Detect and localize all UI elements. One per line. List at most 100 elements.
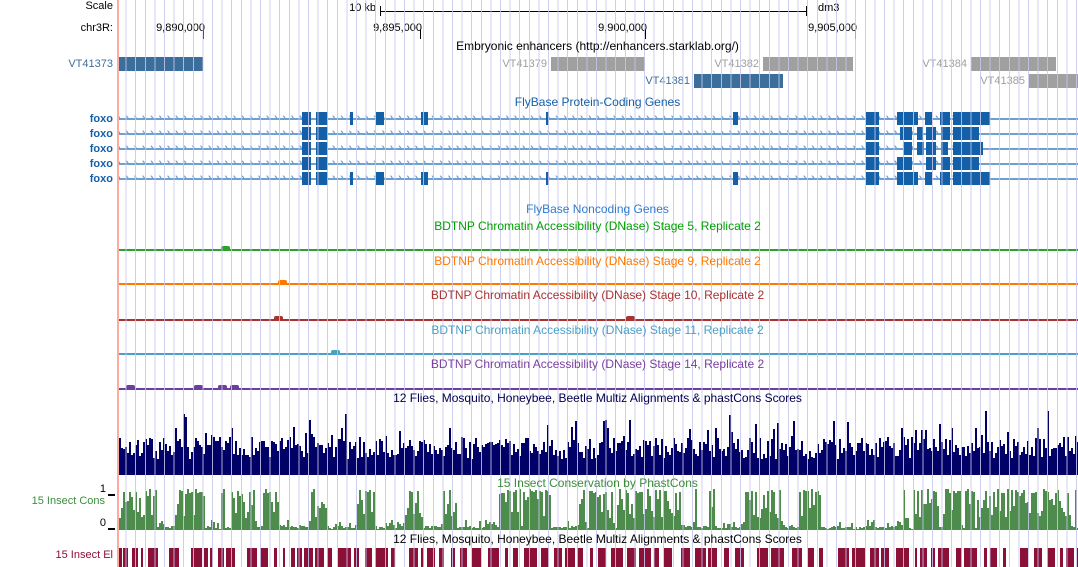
bdtnp-signal-peak	[230, 385, 239, 388]
gene-exon[interactable]	[926, 142, 936, 155]
track-title-flybase-noncoding: FlyBase Noncoding Genes	[526, 202, 669, 216]
chromosome-label: chr3R:	[80, 22, 113, 34]
gene-exon[interactable]	[350, 112, 353, 125]
gene-exon[interactable]	[940, 112, 950, 125]
gene-exon[interactable]	[925, 112, 932, 125]
gene-exon[interactable]	[917, 127, 923, 140]
coordinate-label: 9,895,000	[373, 22, 422, 34]
gene-exon[interactable]	[953, 142, 983, 155]
gene-exon[interactable]	[866, 127, 879, 140]
insect-elements-track-left-label[interactable]: 15 Insect El	[55, 549, 113, 561]
bdtnp-signal-peak	[274, 316, 283, 319]
phastcons-track-left-label[interactable]: 15 Insect Cons	[31, 495, 105, 507]
gene-exon[interactable]	[941, 157, 950, 170]
gene-exon[interactable]	[953, 172, 990, 185]
enhancer-VT41384[interactable]	[971, 57, 1056, 71]
phastcons-axis-min-label: 0	[99, 517, 106, 529]
gene-exon[interactable]	[897, 157, 912, 170]
gene-exon[interactable]	[917, 142, 924, 155]
gene-exon[interactable]	[903, 142, 912, 155]
scale-bar	[380, 11, 806, 12]
gene-exon[interactable]	[733, 112, 738, 125]
bdtnp-signal-line-4[interactable]	[117, 388, 1078, 390]
gene-exon[interactable]	[546, 112, 549, 125]
enhancer-label-VT41379[interactable]: VT41379	[502, 58, 547, 70]
gene-exon[interactable]	[953, 112, 990, 125]
bdtnp-signal-peak	[626, 316, 635, 319]
gene-label-foxo[interactable]: foxo	[89, 128, 113, 140]
track-title-bdtnp-stage5: BDTNP Chromatin Accessibility (DNase) St…	[434, 219, 761, 233]
track-title-bdtnp-stage10: BDTNP Chromatin Accessibility (DNase) St…	[430, 288, 765, 302]
enhancer-VT41381[interactable]	[694, 74, 783, 88]
bdtnp-signal-peak	[331, 350, 340, 353]
bdtnp-signal-line-0[interactable]	[117, 249, 1078, 251]
gene-exon[interactable]	[926, 127, 936, 140]
bdtnp-signal-peak	[278, 280, 287, 283]
enhancer-label-VT41373[interactable]: VT41373	[68, 58, 113, 70]
bdtnp-signal-line-1[interactable]	[117, 283, 1078, 285]
track-title-bdtnp-stage9: BDTNP Chromatin Accessibility (DNase) St…	[434, 254, 761, 268]
enhancer-label-VT41381[interactable]: VT41381	[645, 75, 690, 87]
coordinate-tick	[855, 30, 856, 39]
gene-strand-arrow-icons: ››››››››››››››››››››››››››››››››››››››››…	[117, 113, 1078, 125]
gene-exon[interactable]	[302, 157, 311, 170]
gene-exon[interactable]	[302, 172, 311, 185]
coordinate-tick	[203, 30, 204, 39]
gene-exon[interactable]	[926, 157, 936, 170]
gene-strand-arrow-icons: ››››››››››››››››››››››››››››››››››››››››…	[117, 173, 1078, 185]
phastcons-axis-max-tick	[108, 494, 115, 496]
gene-exon[interactable]	[866, 112, 879, 125]
gene-exon[interactable]	[316, 127, 328, 140]
gene-exon[interactable]	[925, 172, 932, 185]
gene-exon[interactable]	[953, 157, 979, 170]
gene-exon[interactable]	[316, 172, 328, 185]
track-title-bdtnp-stage11: BDTNP Chromatin Accessibility (DNase) St…	[431, 323, 764, 337]
phastcons-axis-min-tick	[108, 528, 115, 530]
gene-label-foxo[interactable]: foxo	[89, 173, 113, 185]
gene-exon[interactable]	[546, 172, 549, 185]
track-title-phastcons-elements: 12 Flies, Mosquito, Honeybee, Beetle Mul…	[393, 532, 802, 546]
gene-exon[interactable]	[866, 142, 879, 155]
enhancer-label-VT41382[interactable]: VT41382	[714, 58, 759, 70]
scale-bar-left-tick	[380, 6, 381, 16]
gene-label-foxo[interactable]: foxo	[89, 143, 113, 155]
gene-exon[interactable]	[941, 127, 950, 140]
gene-exon[interactable]	[941, 142, 948, 155]
gene-exon[interactable]	[302, 112, 311, 125]
gene-exon[interactable]	[316, 142, 328, 155]
enhancer-label-VT41384[interactable]: VT41384	[922, 58, 967, 70]
gene-exon[interactable]	[733, 172, 738, 185]
gene-exon[interactable]	[316, 157, 328, 170]
phastcons-axis-max-label: 1	[99, 483, 106, 495]
coordinate-tick	[645, 30, 646, 39]
coordinate-label: 9,900,000	[598, 22, 647, 34]
gene-exon[interactable]	[940, 172, 950, 185]
enhancer-VT41373[interactable]	[117, 57, 203, 71]
gene-exon[interactable]	[350, 172, 353, 185]
enhancer-VT41379[interactable]	[551, 57, 645, 71]
scale-row-label: Scale	[85, 0, 113, 12]
gene-exon[interactable]	[421, 172, 428, 185]
gene-exon[interactable]	[316, 112, 328, 125]
enhancer-label-VT41385[interactable]: VT41385	[980, 75, 1025, 87]
track-title-multiz-alignments: 12 Flies, Mosquito, Honeybee, Beetle Mul…	[393, 391, 802, 405]
enhancer-VT41382[interactable]	[763, 57, 853, 71]
gene-exon[interactable]	[302, 142, 311, 155]
coordinate-tick	[420, 30, 421, 39]
gene-label-foxo[interactable]: foxo	[89, 113, 113, 125]
bdtnp-signal-line-2[interactable]	[117, 319, 1078, 321]
gene-exon[interactable]	[376, 172, 384, 185]
gene-exon[interactable]	[866, 157, 879, 170]
track-title-flybase-protein-coding: FlyBase Protein-Coding Genes	[514, 95, 681, 109]
gene-exon[interactable]	[897, 172, 918, 185]
gene-exon[interactable]	[953, 127, 979, 140]
gene-exon[interactable]	[421, 112, 428, 125]
gene-exon[interactable]	[866, 172, 879, 185]
bdtnp-signal-line-3[interactable]	[117, 353, 1078, 355]
gene-label-foxo[interactable]: foxo	[89, 158, 113, 170]
gene-exon[interactable]	[897, 112, 918, 125]
gene-exon[interactable]	[900, 127, 912, 140]
gene-exon[interactable]	[302, 127, 311, 140]
gene-exon[interactable]	[376, 112, 384, 125]
enhancer-VT41385[interactable]	[1029, 74, 1078, 88]
